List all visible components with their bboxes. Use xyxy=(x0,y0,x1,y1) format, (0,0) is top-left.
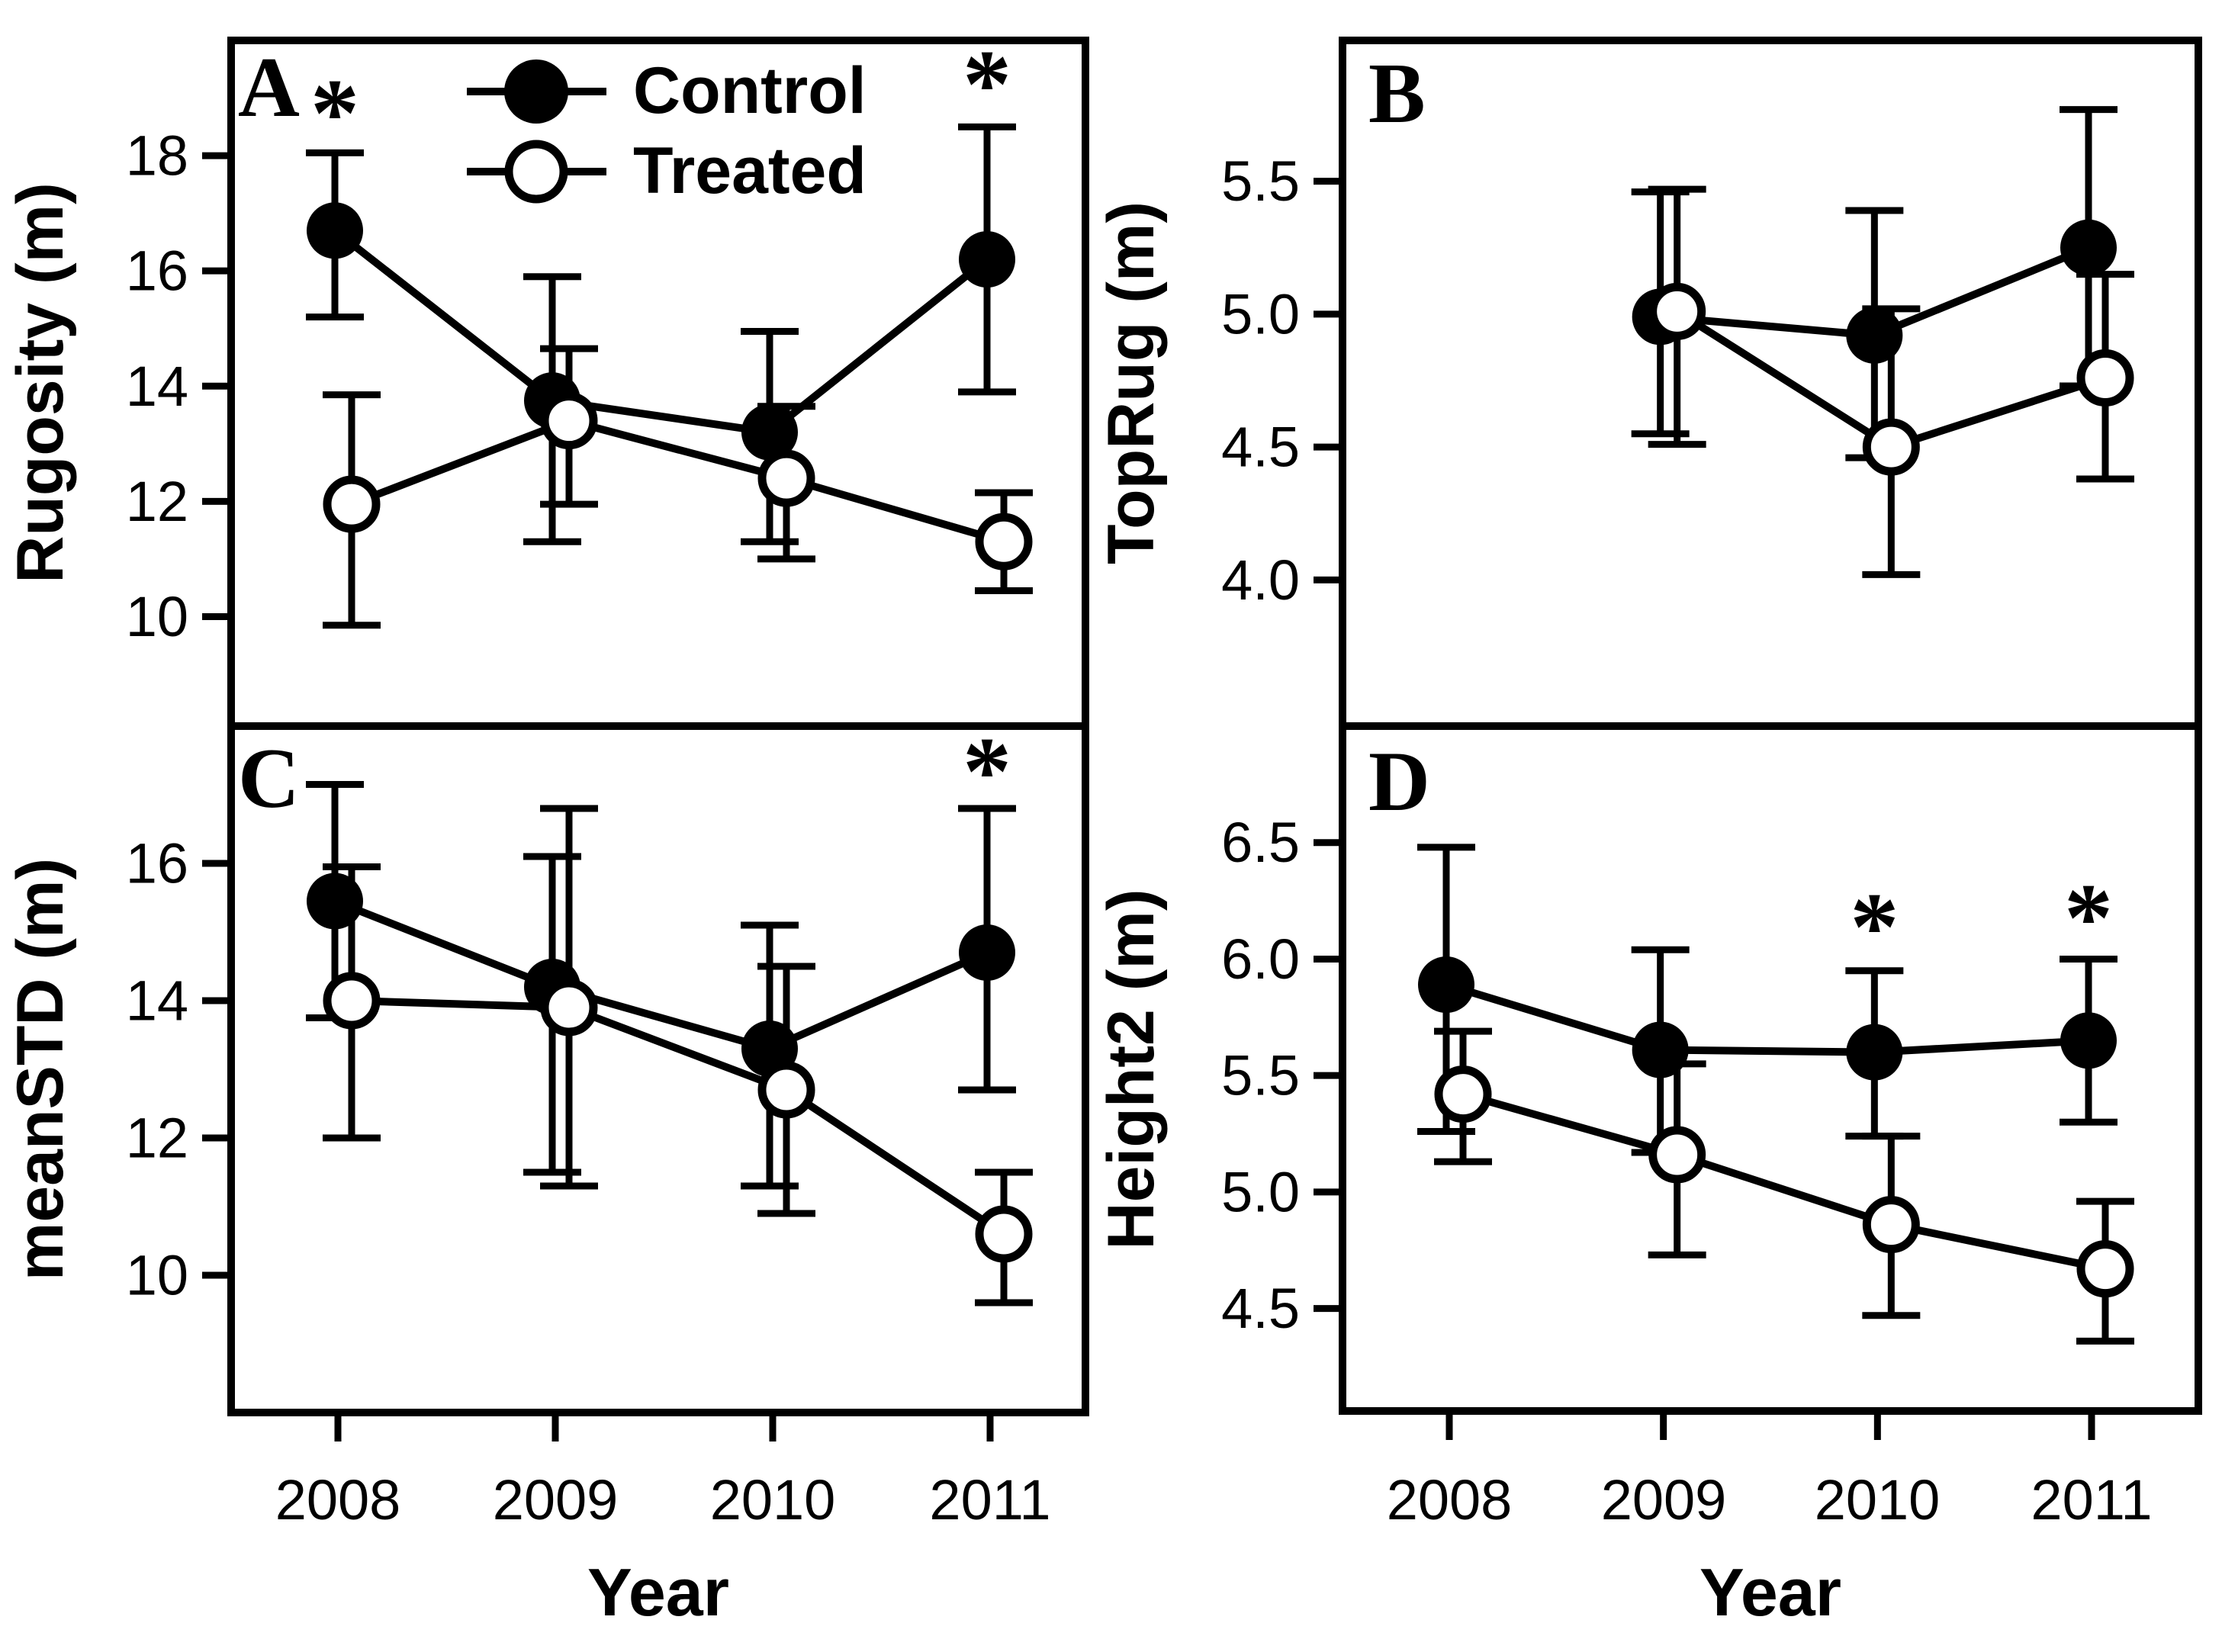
y-tick-label: 5.5 xyxy=(1221,149,1300,213)
y-tick-label: 5.5 xyxy=(1221,1044,1300,1107)
panel-a-rugosity: 10 12 14 16 18 * * xyxy=(126,31,1089,730)
panel-letter-b: B xyxy=(1368,47,1426,141)
x-axis-title-year-left: Year xyxy=(587,1554,729,1630)
significance-asterisk: * xyxy=(2064,863,2113,972)
legend xyxy=(467,59,606,204)
data-marker-treated xyxy=(2076,349,2134,407)
y-tick-label: 14 xyxy=(126,969,188,1033)
panel-c-meanstd: 10 12 14 16 * xyxy=(126,718,1089,1441)
data-marker-treated xyxy=(2076,1240,2134,1298)
series-line-control xyxy=(332,227,990,436)
significance-asterisk: * xyxy=(963,31,1011,139)
series-line-treated xyxy=(350,416,1005,546)
data-marker-treated xyxy=(1434,1065,1492,1123)
data-marker-treated xyxy=(975,1205,1033,1263)
y-tick-label: 5.0 xyxy=(1221,282,1300,346)
y-tick-label: 4.0 xyxy=(1221,548,1300,612)
significance-asterisk: * xyxy=(310,59,359,167)
data-marker-control xyxy=(1846,307,1903,364)
data-marker-control xyxy=(2060,1012,2117,1069)
legend-marker-open xyxy=(504,140,568,204)
series-line-treated xyxy=(1462,1090,2107,1273)
y-tick-label: 4.5 xyxy=(1221,1277,1300,1340)
panel-letter-a: A xyxy=(238,40,300,135)
y-tick-label: 6.5 xyxy=(1221,811,1300,874)
data-marker-treated xyxy=(757,449,815,507)
y-tick-label: 12 xyxy=(126,1107,188,1170)
series-line-control xyxy=(333,897,989,1053)
panel-frame xyxy=(227,722,1089,1416)
data-marker-treated xyxy=(757,1061,815,1119)
y-tick-label: 16 xyxy=(126,239,188,303)
y-tick-label: 16 xyxy=(126,832,188,895)
panel-b-toprug: 4.0 4.5 5.0 5.5 xyxy=(1221,37,2202,730)
legend-label-control: Control xyxy=(633,54,867,127)
y-axis-title-toprug: TopRug (m) xyxy=(1095,201,1168,564)
x-axis-title-year-right: Year xyxy=(1699,1554,1841,1630)
data-marker-treated xyxy=(975,513,1033,570)
data-marker-control xyxy=(1846,1024,1903,1081)
data-marker-control xyxy=(741,403,798,461)
x-tick-label-2011-left: 2011 xyxy=(929,1468,1050,1531)
data-marker-treated xyxy=(540,979,598,1037)
data-marker-control xyxy=(2060,219,2117,276)
data-marker-control xyxy=(1418,956,1474,1014)
data-marker-control xyxy=(959,924,1015,981)
x-tick-label-2010-left: 2010 xyxy=(710,1468,836,1531)
y-tick-label: 18 xyxy=(126,124,188,188)
x-tick-label-2009-left: 2009 xyxy=(493,1468,619,1531)
data-marker-treated xyxy=(1648,1126,1706,1184)
series-line-control xyxy=(1445,981,2089,1056)
y-tick-label: 6.0 xyxy=(1221,927,1300,991)
y-axis-title-height2: Height2 (m) xyxy=(1095,889,1168,1250)
data-marker-treated xyxy=(540,392,598,450)
series-line-treated xyxy=(351,997,1006,1238)
x-tick-label-2011-right: 2011 xyxy=(2031,1468,2152,1531)
x-tick-label-2008-right: 2008 xyxy=(1387,1468,1513,1531)
data-marker-treated xyxy=(323,972,381,1030)
x-tick-label-2008-left: 2008 xyxy=(275,1468,401,1531)
y-tick-label: 4.5 xyxy=(1221,416,1300,479)
panel-d-height2: 4.5 5.0 5.5 6.0 6.5 * * xyxy=(1221,722,2202,1440)
data-marker-treated xyxy=(1648,282,1706,340)
data-marker-control xyxy=(307,873,363,930)
data-marker-treated xyxy=(1862,418,1920,476)
legend-marker-filled xyxy=(504,59,568,124)
data-marker-treated xyxy=(323,475,381,533)
y-tick-label: 10 xyxy=(126,585,188,648)
data-marker-control xyxy=(959,231,1015,288)
panel-letter-d: D xyxy=(1368,734,1430,829)
panel-frame xyxy=(1339,722,2202,1415)
y-tick-label: 10 xyxy=(126,1244,188,1307)
y-tick-label: 14 xyxy=(126,355,188,418)
data-marker-control xyxy=(1632,1021,1689,1078)
x-tick-label-2009-right: 2009 xyxy=(1601,1468,1727,1531)
legend-label-treated: Treated xyxy=(633,134,867,207)
significance-asterisk: * xyxy=(963,718,1011,826)
panel-letter-c: C xyxy=(238,731,300,826)
x-tick-label-2010-right: 2010 xyxy=(1815,1468,1941,1531)
data-marker-control xyxy=(307,202,363,259)
y-tick-label: 5.0 xyxy=(1221,1160,1300,1223)
significance-asterisk: * xyxy=(1850,873,1899,982)
y-axis-title-rugosity: Rugosity (m) xyxy=(4,182,77,583)
y-tick-label: 12 xyxy=(126,470,188,533)
data-marker-treated xyxy=(1862,1196,1920,1254)
y-axis-title-meanstd: meanSTD (m) xyxy=(4,858,77,1281)
